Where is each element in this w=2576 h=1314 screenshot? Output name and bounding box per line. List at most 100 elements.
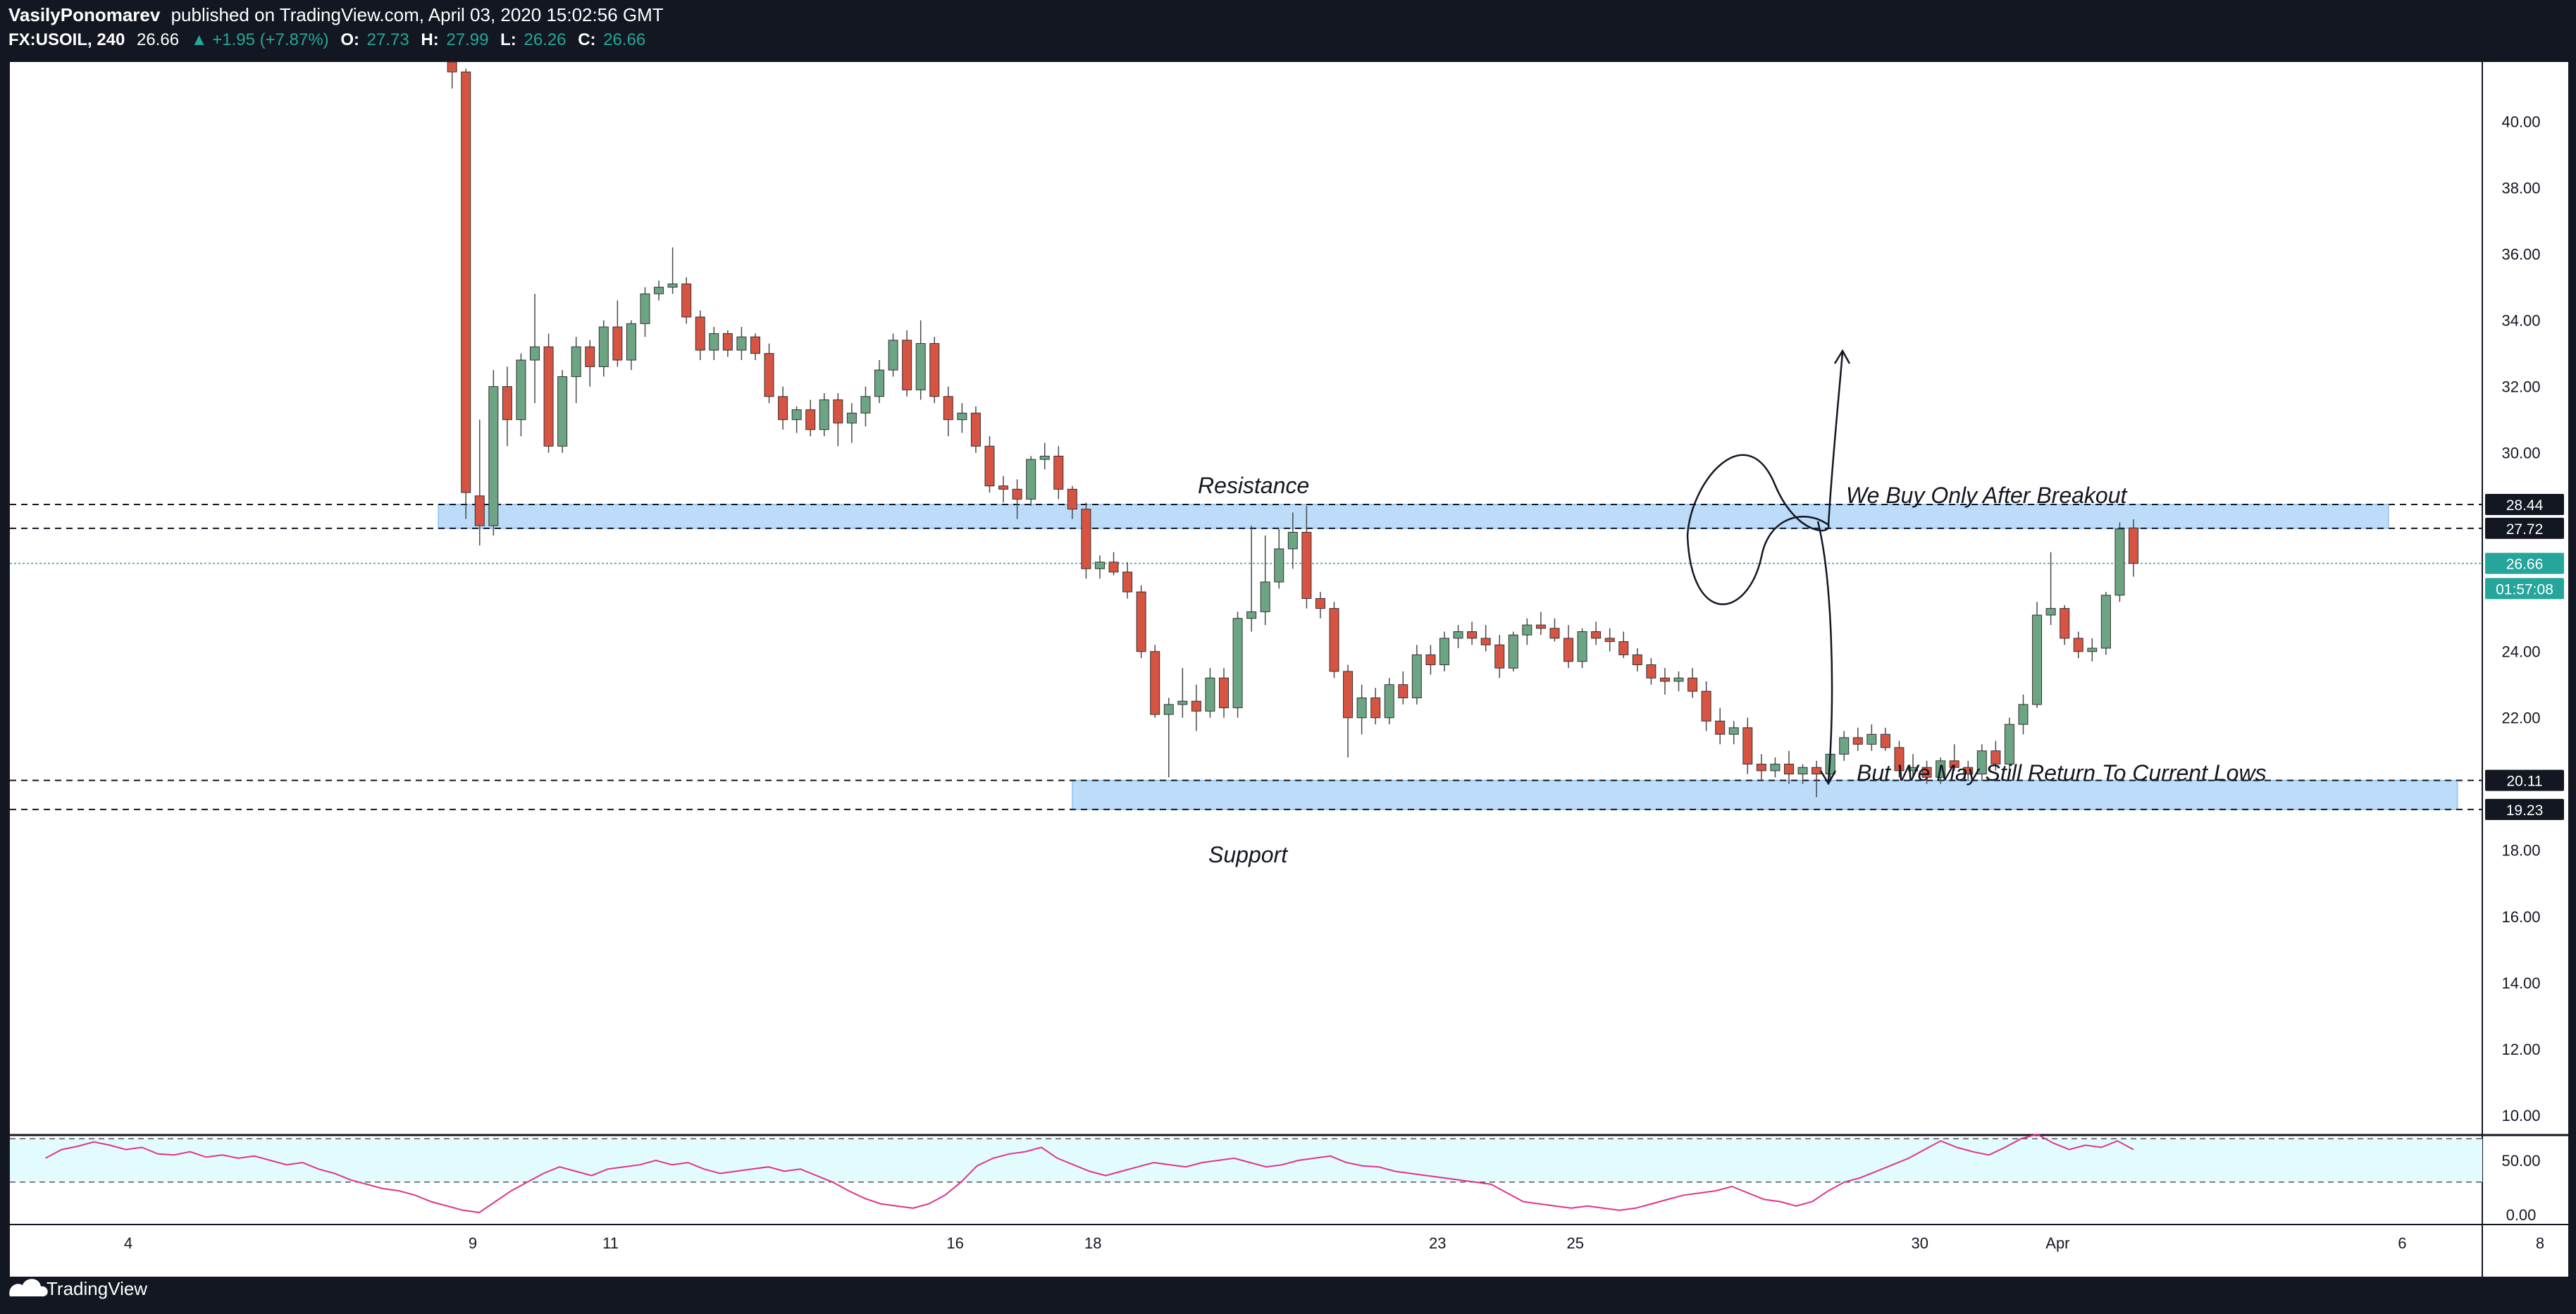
candle-body xyxy=(1453,631,1463,639)
candle-body xyxy=(1894,747,1905,771)
candle-body xyxy=(1591,631,1602,639)
candle-body xyxy=(1122,571,1133,593)
time-tick-label: 30 xyxy=(1912,1234,1928,1252)
return-down-arrowhead xyxy=(1819,770,1837,786)
candle-body xyxy=(474,495,485,526)
price-tag-label: 01:57:08 xyxy=(2496,581,2553,597)
price-tag-label: 26.66 xyxy=(2506,557,2544,573)
publisher-name[interactable]: VasilyPonomarev xyxy=(8,4,161,25)
candle-body xyxy=(1990,750,2001,765)
last-price: 26.66 xyxy=(137,30,179,49)
candle-body xyxy=(874,369,885,397)
return-down-arrow xyxy=(1816,521,1833,783)
candle-body xyxy=(2060,608,2070,639)
symbol-label[interactable]: FX:USOIL, 240 xyxy=(8,30,125,49)
candle-body xyxy=(1012,488,1022,500)
rsi-tick-label: 50.00 xyxy=(2501,1152,2540,1170)
price-tag xyxy=(2485,494,2564,516)
candle-body xyxy=(1053,455,1064,490)
candle-body xyxy=(2018,704,2029,725)
candle-body xyxy=(943,396,953,421)
open-value: 27.73 xyxy=(367,30,409,49)
time-axis: 49111618232530Apr68131520 xyxy=(124,1234,2544,1252)
candle-body xyxy=(1219,677,1230,709)
candle-body xyxy=(1839,737,1850,755)
price-tick-label: 12.00 xyxy=(2501,1041,2540,1058)
candle-body xyxy=(805,409,816,430)
price-tag xyxy=(2485,769,2564,791)
candle-body xyxy=(736,336,747,351)
time-tick-label: 18 xyxy=(1084,1234,1101,1252)
time-tick-label: 11 xyxy=(602,1234,619,1252)
candle-body xyxy=(1618,641,1629,655)
candle-body xyxy=(1632,654,1642,666)
candle-body xyxy=(722,333,733,351)
price-tag-label: 28.44 xyxy=(2506,497,2544,514)
candle-body xyxy=(1756,764,1766,771)
candle-body xyxy=(1136,591,1146,652)
header-line-2: FX:USOIL, 240 26.66 ▲ +1.95 (+7.87%) O: … xyxy=(8,30,645,49)
candle-body xyxy=(1246,611,1257,619)
candle-body xyxy=(1150,651,1160,715)
candle-body xyxy=(1039,455,1050,460)
time-tick-label: 25 xyxy=(1567,1234,1584,1252)
price-tag-label: 27.72 xyxy=(2506,521,2544,538)
price-tick-label: 18.00 xyxy=(2501,842,2540,860)
candle-body xyxy=(1549,628,1560,639)
candle-body xyxy=(1921,767,1932,778)
resistance-zone xyxy=(438,504,2389,529)
price-axis: 40.00 38.00 36.00 34.00 32.00 30.00 24.00 22.00… xyxy=(2485,113,2564,1224)
candle-body xyxy=(1026,459,1036,500)
price-scale-background[interactable] xyxy=(2482,62,2568,1277)
candle-body xyxy=(1535,624,1546,629)
candle-body xyxy=(1880,733,1890,748)
candle-body xyxy=(585,346,595,367)
candle-body xyxy=(543,346,554,447)
candle-body xyxy=(557,376,568,447)
candle-body xyxy=(764,353,774,397)
high-label: H: xyxy=(421,30,438,49)
rsi-tick-label: 0.00 xyxy=(2506,1206,2537,1224)
candle-body xyxy=(488,386,499,526)
candle-body xyxy=(1191,700,1201,712)
candle-body xyxy=(516,359,526,421)
price-tick-label: 38.00 xyxy=(2501,180,2540,197)
candle-body xyxy=(1563,638,1574,662)
candle-body xyxy=(1494,644,1505,669)
high-value: 27.99 xyxy=(446,30,488,49)
candle-body xyxy=(598,326,609,367)
candle-body xyxy=(929,343,940,397)
time-tick-label: 4 xyxy=(124,1234,132,1252)
price-tag xyxy=(2485,517,2564,539)
candle-body xyxy=(502,386,512,421)
candle-body xyxy=(1081,509,1091,569)
price-tick-label: 10.00 xyxy=(2501,1107,2540,1124)
levels-layer xyxy=(10,504,2482,810)
candle-body xyxy=(1439,638,1449,666)
candle-body xyxy=(819,399,829,430)
candle-body xyxy=(1936,760,1946,778)
candle-body xyxy=(1688,677,1698,692)
candle-body xyxy=(2004,724,2014,765)
candle-body xyxy=(1949,760,1959,768)
projection-drawings[interactable] xyxy=(1686,349,1851,786)
price-tick-label: 34.00 xyxy=(2501,312,2540,330)
candle-body xyxy=(1425,654,1436,666)
candle-body xyxy=(1646,664,1657,678)
candle-body xyxy=(1673,677,1684,682)
tradingview-footer[interactable]: TradingView xyxy=(9,1278,147,1299)
support-zone xyxy=(1072,779,2458,810)
candle-body xyxy=(681,283,692,318)
candle-body xyxy=(2100,595,2111,649)
published-text: published on TradingView.com, April 03, … xyxy=(171,4,664,25)
candle-body xyxy=(778,396,788,421)
candle-body xyxy=(1315,598,1325,609)
candle-body xyxy=(1797,767,1808,775)
candle-body xyxy=(461,71,471,493)
candle-body xyxy=(1659,677,1670,682)
candle-body xyxy=(1701,690,1711,721)
time-tick-label: 6 xyxy=(2398,1234,2406,1252)
resistance-label: Resistance xyxy=(1198,473,1309,498)
rsi-layer xyxy=(10,1133,2482,1213)
candle-body xyxy=(695,316,705,351)
